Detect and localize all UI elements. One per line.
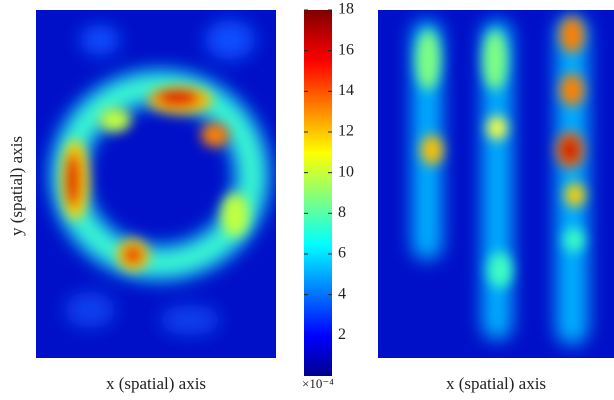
y-tick-label: 16 [338, 41, 354, 58]
x-axis-label: x (spatial) axis [106, 374, 206, 393]
y-tick-label: 2 [338, 326, 346, 343]
colorbar [304, 10, 332, 376]
y-axis-label: y (spatial) axis [7, 136, 26, 236]
y-tick-label: 8 [338, 204, 346, 221]
heatmap-left [36, 10, 276, 358]
heatmap-right [378, 10, 614, 358]
x-axis-label: x (spatial) axis [446, 374, 546, 393]
y-tick-label: 4 [338, 285, 346, 302]
y-tick-label: 6 [338, 245, 346, 262]
y-tick-label: 14 [338, 82, 354, 99]
y-tick-label: 12 [338, 123, 354, 140]
y-tick-label: 18 [338, 1, 354, 18]
colorbar-offset-label: ×10⁻⁴ [302, 376, 334, 391]
y-tick-label: 10 [338, 163, 354, 180]
